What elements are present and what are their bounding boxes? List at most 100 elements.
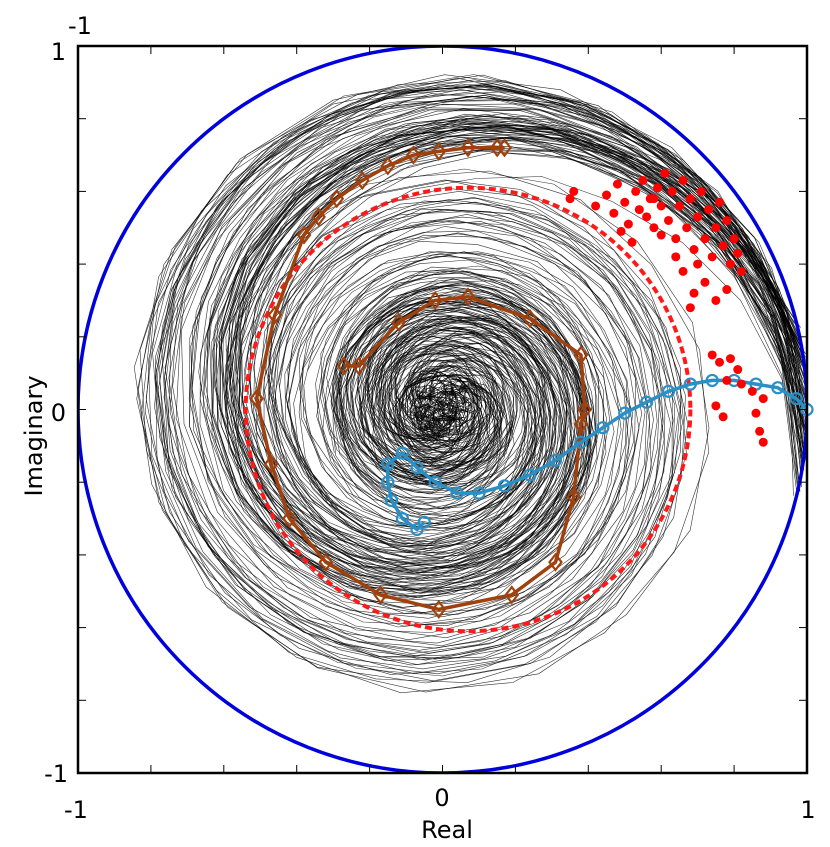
y-tick-label-min: -1 [44,760,68,788]
brown-spiral-marker [573,414,589,434]
red-point [656,230,666,240]
trajectory-trace [158,84,802,658]
trajectory-trace [264,137,798,526]
red-point [725,259,735,269]
x-tick-label-min: -1 [64,796,88,824]
trajectory-trace [253,136,807,552]
teal-path-marker [395,511,410,526]
dashed-circle [243,185,693,634]
red-point [671,252,681,262]
trajectory-trace [189,107,805,627]
brown-spiral-marker [373,585,388,605]
trajectory-trace [238,130,801,564]
trajectory-trace [136,77,807,684]
red-point [634,205,644,215]
teal-path-marker [497,479,512,493]
teal-path-marker [705,373,719,388]
red-point [758,437,768,447]
brown-spiral-marker [566,487,582,507]
brown-spiral-marker [431,141,447,162]
red-point [616,226,626,236]
red-point [612,179,622,189]
brown-spiral-marker [336,356,352,376]
trajectory-trace [235,130,805,549]
red-point [715,357,725,367]
brown-spiral-marker [282,508,297,529]
trajectory-trace [168,91,805,651]
trajectory-trace [235,146,805,567]
brown-spiral-marker [548,552,563,572]
x-tick-label-max: 1 [800,796,815,824]
red-point [715,197,725,207]
red-point [700,277,710,287]
red-point [711,295,721,305]
red-point [678,266,688,276]
red-point [638,175,648,185]
brown-spiral-marker [522,309,538,329]
red-point [755,426,765,436]
red-point [736,266,746,276]
red-point [642,212,652,222]
red-point [711,223,721,233]
red-point [722,375,732,385]
red-point [733,248,743,258]
brown-spiral-marker [351,356,367,376]
brown-spiral-marker [460,138,476,158]
brown-spiral-marker [249,388,264,409]
brown-spiral-marker [489,138,505,158]
trajectory-trace [214,121,805,575]
red-point [591,201,601,211]
red-point [565,194,575,204]
trajectory-trace [155,84,804,661]
red-point [689,245,699,255]
trajectory-trace [224,125,803,565]
red-point [711,401,721,411]
red-point [718,241,728,251]
red-point [707,350,717,360]
teal-path-marker [395,446,410,460]
trajectory-trace [189,103,807,628]
trajectory-trace [218,113,803,580]
teal-path-marker [381,457,395,471]
brown-spiral-marker [573,345,589,365]
red-point [707,252,717,262]
reference-curves [78,46,807,773]
red-point [685,194,695,204]
trajectory-trace [212,120,806,594]
red-point [682,223,692,233]
red-point [623,219,633,229]
trajectory-trace [163,95,807,660]
brown-spiral-marker [577,399,593,420]
teal-path-marker [384,493,399,507]
red-point [736,379,746,389]
red-point [725,354,735,364]
trajectory-trace [145,79,801,677]
red-point [747,386,757,396]
red-point [685,303,695,313]
teal-path-marker [789,391,803,406]
teal-path-marker [381,475,395,489]
x-tick-label-mid: 0 [434,784,449,812]
red-point [660,168,670,178]
teal-path-marker [661,384,676,398]
red-point [696,186,706,196]
trajectory-trace [152,84,805,658]
brown-spiral-marker [263,454,279,474]
red-point [722,215,732,225]
red-point [758,394,768,404]
red-point [631,186,641,196]
brown-spiral-line [254,146,587,612]
brown-spiral-marker [329,189,345,209]
red-point [627,237,637,247]
trajectory-trace [155,84,804,682]
brown-spiral-marker [431,599,447,620]
brown-spiral-marker [354,170,370,191]
red-point [649,223,659,233]
teal-path-marker [548,453,563,467]
trajectory-trace [267,150,806,529]
brown-spiral-marker [460,287,476,307]
trajectory-trace [212,123,794,591]
red-point [656,201,666,211]
red-point [678,175,688,185]
